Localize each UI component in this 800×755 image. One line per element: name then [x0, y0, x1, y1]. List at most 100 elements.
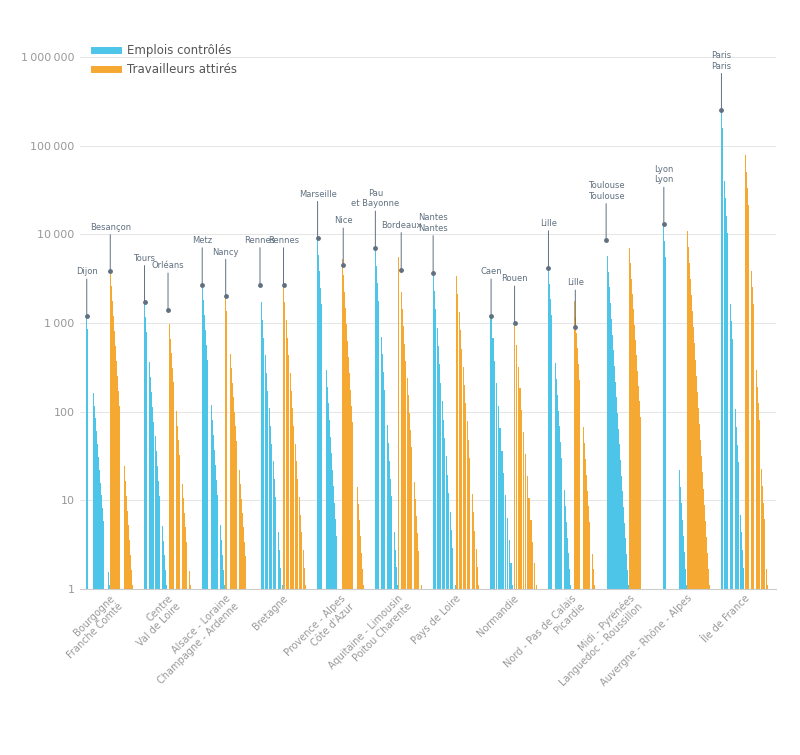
- Bar: [376, 266, 377, 755]
- Bar: [269, 408, 270, 755]
- Bar: [592, 553, 593, 755]
- Bar: [380, 319, 381, 755]
- Bar: [433, 273, 434, 755]
- Bar: [525, 454, 526, 755]
- Bar: [172, 368, 173, 755]
- Bar: [184, 513, 185, 755]
- Bar: [248, 585, 249, 755]
- Bar: [441, 383, 442, 755]
- Bar: [514, 323, 515, 755]
- Bar: [496, 384, 497, 755]
- Bar: [512, 585, 514, 755]
- Bar: [177, 426, 178, 755]
- Bar: [266, 373, 267, 755]
- Bar: [262, 320, 263, 755]
- Bar: [181, 470, 182, 755]
- Text: Nantes
Nantes: Nantes Nantes: [418, 214, 448, 273]
- Bar: [492, 338, 494, 755]
- Bar: [176, 411, 177, 755]
- Bar: [375, 248, 376, 755]
- Bar: [593, 569, 594, 755]
- Bar: [579, 380, 580, 755]
- Bar: [460, 331, 461, 755]
- Bar: [458, 312, 460, 755]
- Bar: [148, 347, 149, 755]
- Bar: [464, 385, 465, 755]
- Bar: [410, 430, 411, 755]
- Bar: [152, 407, 153, 755]
- Text: Lille: Lille: [567, 279, 584, 327]
- Bar: [447, 475, 448, 755]
- Bar: [183, 498, 184, 755]
- Bar: [505, 495, 506, 755]
- Bar: [477, 567, 478, 755]
- Bar: [571, 270, 572, 755]
- Bar: [390, 479, 391, 755]
- Bar: [242, 513, 243, 755]
- Bar: [455, 585, 456, 755]
- Bar: [216, 480, 217, 755]
- Bar: [214, 450, 215, 755]
- Bar: [171, 353, 172, 755]
- Bar: [559, 427, 560, 755]
- Bar: [448, 493, 450, 755]
- Bar: [213, 435, 214, 755]
- Bar: [304, 568, 305, 755]
- Bar: [241, 498, 242, 755]
- Bar: [536, 585, 537, 755]
- Bar: [498, 405, 499, 755]
- Bar: [499, 428, 501, 755]
- Bar: [575, 317, 576, 755]
- Bar: [470, 476, 471, 755]
- Text: Rennes: Rennes: [245, 236, 275, 285]
- Bar: [287, 337, 288, 755]
- Text: Tours: Tours: [134, 254, 155, 303]
- Bar: [510, 562, 512, 755]
- Bar: [246, 571, 247, 755]
- Bar: [203, 300, 204, 755]
- Bar: [409, 413, 410, 755]
- Bar: [418, 550, 419, 755]
- Bar: [389, 461, 390, 755]
- Bar: [494, 361, 495, 755]
- Bar: [581, 396, 582, 755]
- Text: Nancy: Nancy: [213, 248, 239, 296]
- Bar: [294, 444, 296, 755]
- Bar: [205, 330, 206, 755]
- Bar: [584, 443, 585, 755]
- Text: Bordeaux: Bordeaux: [381, 221, 422, 270]
- Bar: [274, 479, 275, 755]
- Bar: [395, 550, 396, 755]
- Bar: [156, 451, 157, 755]
- Bar: [179, 455, 180, 755]
- Bar: [466, 421, 467, 755]
- Bar: [174, 397, 175, 755]
- Bar: [226, 310, 227, 755]
- Bar: [207, 360, 208, 755]
- Bar: [421, 585, 422, 755]
- Bar: [415, 499, 416, 755]
- Bar: [473, 513, 474, 755]
- Bar: [419, 568, 421, 755]
- Bar: [224, 585, 225, 755]
- Legend: Emplois contrôlés, Travailleurs attirés: Emplois contrôlés, Travailleurs attirés: [90, 40, 242, 81]
- Bar: [468, 439, 469, 755]
- Bar: [567, 538, 568, 755]
- Bar: [548, 267, 549, 755]
- Bar: [456, 276, 457, 755]
- Bar: [302, 550, 303, 755]
- Bar: [490, 316, 492, 755]
- Bar: [187, 556, 189, 755]
- Bar: [210, 405, 211, 755]
- Bar: [403, 326, 404, 755]
- Bar: [503, 473, 504, 755]
- Bar: [472, 495, 473, 755]
- Bar: [238, 470, 239, 755]
- Bar: [168, 310, 169, 755]
- Bar: [283, 285, 284, 755]
- Bar: [478, 585, 479, 755]
- Bar: [590, 538, 591, 755]
- Bar: [231, 368, 232, 755]
- Bar: [270, 426, 271, 755]
- Bar: [288, 356, 290, 755]
